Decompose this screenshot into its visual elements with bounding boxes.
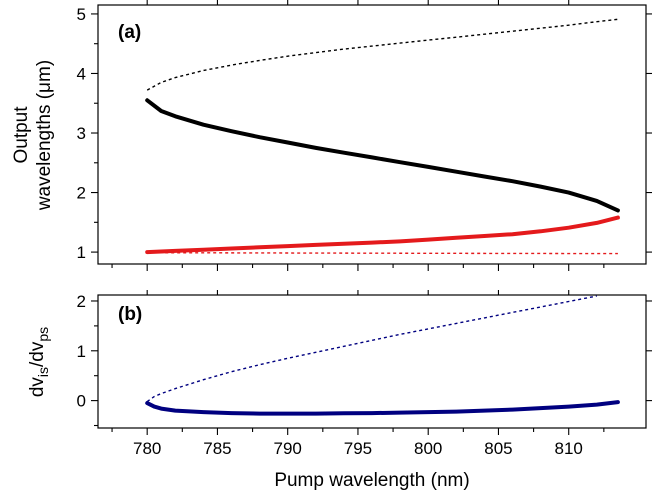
panel-a-y-tick-label: 4 (77, 64, 86, 83)
x-tick-label: 810 (555, 439, 583, 458)
panel-a-y-tick-label: 5 (77, 5, 86, 24)
panel-a-ylabel-line1: Output (11, 106, 32, 164)
panel-a-label: (a) (118, 22, 141, 43)
panel-b-ylabel: dvis/dvps (27, 327, 51, 397)
x-tick-label: 795 (344, 439, 372, 458)
panel-b-ylabel-sub1: is (35, 367, 51, 377)
panel-a-y-tick-label: 1 (77, 243, 86, 262)
panel-a: 1 2 3 4 5 (a) Output wavelengths (μm) (11, 0, 652, 271)
panel-b-ylabel-mid: /dv (27, 341, 48, 367)
x-tick-label: 800 (414, 439, 442, 458)
panel-b-ylabel-sub2: ps (35, 327, 51, 342)
panel-b-ticks: 780 785 790 795 800 805 810 0 1 2 (77, 290, 652, 458)
panel-b-y-tick-label: 2 (77, 292, 86, 311)
panel-b: 780 785 790 795 800 805 810 0 1 2 (b) dvis/dvps P… (27, 290, 652, 491)
panel-a-series-0-line (146, 18, 618, 91)
panel-b-ylabel-main: dv (27, 377, 48, 398)
panel-b-y-tick-label: 1 (77, 342, 86, 361)
x-tick-label: 780 (133, 439, 161, 458)
panel-a-ylabel-line2: wavelengths (μm) (34, 60, 55, 211)
panel-a-series-2-line (145, 215, 620, 255)
x-tick-label: 790 (274, 439, 302, 458)
panel-a-y-tick-label: 2 (77, 184, 86, 203)
x-tick-label: 785 (203, 439, 231, 458)
panel-b-series (145, 295, 620, 416)
x-tick-label: 805 (484, 439, 512, 458)
panel-a-y-tick-label: 3 (77, 124, 86, 143)
panel-b-label: (b) (118, 304, 142, 325)
x-axis-title: Pump wavelength (nm) (274, 470, 469, 491)
panel-b-frame (97, 294, 647, 429)
panel-a-series-3-line (147, 251, 618, 255)
panel-a-series (145, 18, 620, 255)
panel-a-series-1-line (145, 98, 620, 213)
panel-b-series-0-line (146, 295, 597, 403)
panel-a-frame (97, 4, 647, 265)
panel-b-series-1-line (145, 400, 620, 416)
panel-b-y-tick-label: 0 (77, 392, 86, 411)
panel-a-ticks: 1 2 3 4 5 (77, 0, 652, 271)
